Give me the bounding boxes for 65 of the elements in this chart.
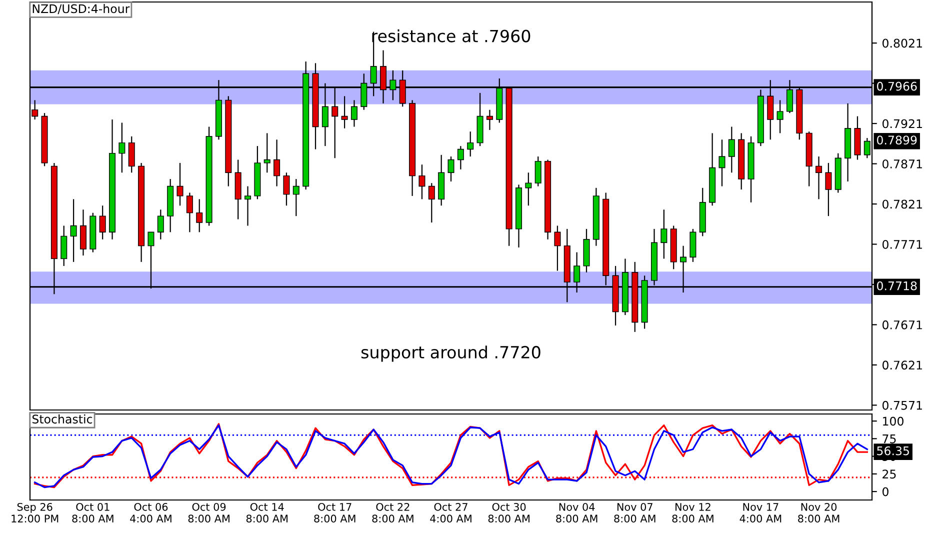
candlestick <box>350 100 358 128</box>
text: 0.7899 <box>876 136 917 145</box>
annotation: support around .7720 <box>361 346 540 362</box>
candlestick <box>467 131 474 158</box>
text: 56.35 <box>877 446 909 456</box>
x-tick-label: Oct 22 8:00 AM <box>372 502 414 523</box>
candlestick <box>816 156 822 200</box>
candlestick <box>186 192 193 233</box>
candlestick <box>457 145 464 170</box>
candlestick <box>60 225 68 267</box>
candlestick <box>264 132 270 174</box>
y-tick-label: 75 <box>882 434 896 444</box>
ref-line-label: 0.7966 <box>876 82 917 91</box>
y-tick-label: 0.7771 <box>882 240 922 249</box>
x-tick-label: Oct 30 8:00 AM <box>488 502 530 523</box>
candlestick <box>660 209 668 260</box>
candlestick <box>448 156 454 182</box>
y-tick-label: 0.7821 <box>882 200 922 209</box>
y-tick-label: 0.8021 <box>882 38 922 48</box>
candlestick <box>534 156 542 187</box>
y-tick-label: 0 <box>882 487 888 496</box>
y-tick-label: 0.7871 <box>882 159 922 168</box>
y-tick-label: 0.7671 <box>882 320 922 330</box>
x-tick-label: Oct 14 8:00 AM <box>246 502 288 523</box>
candlestick <box>428 182 435 224</box>
y-tick-label: 100 <box>883 416 904 426</box>
candlestick <box>274 139 280 187</box>
candlestick <box>70 198 77 262</box>
x-tick-label: Oct 17 8:00 AM <box>314 502 356 523</box>
candlestick <box>118 122 126 174</box>
candlestick <box>525 172 532 206</box>
candlestick <box>196 198 203 233</box>
candlestick <box>718 139 726 187</box>
candlestick <box>418 164 426 200</box>
chart-title: NZD/USD:4-hour <box>32 4 130 14</box>
y-tick-label: 25 <box>882 470 896 479</box>
candlestick <box>128 136 135 174</box>
x-tick-label: Nov 12 8:00 AM <box>672 502 714 523</box>
candlestick <box>728 126 735 174</box>
candlestick <box>283 172 290 206</box>
candlestick <box>176 162 184 206</box>
candlestick <box>341 96 348 129</box>
y-tick-label: 0.7921 <box>882 119 922 128</box>
chart-title: Stochastic <box>32 414 92 424</box>
y-tick-label: 0.7571 <box>882 400 922 410</box>
x-tick-label: Oct 01 8:00 AM <box>72 502 114 523</box>
x-tick-label: Oct 27 4:00 AM <box>430 502 472 523</box>
x-tick-label: Nov 20 8:00 AM <box>798 502 840 523</box>
candlestick <box>486 109 493 131</box>
x-tick-label: Nov 04 8:00 AM <box>556 502 598 523</box>
ref-line-label: 0.7718 <box>876 281 917 290</box>
candlestick <box>776 100 784 134</box>
candlestick <box>99 205 106 240</box>
candlestick <box>244 186 252 226</box>
candlestick <box>157 209 164 240</box>
x-tick-label: Oct 06 4:00 AM <box>130 502 172 523</box>
x-tick-label: Sep 26 12:00 PM <box>12 502 58 523</box>
y-tick-label: 0.7621 <box>882 360 922 370</box>
x-tick-label: Nov 17 4:00 AM <box>740 503 782 523</box>
x-tick-label: Nov 07 8:00 AM <box>614 502 656 523</box>
candlestick <box>825 162 832 217</box>
candlestick <box>292 178 300 217</box>
candlestick <box>80 209 86 256</box>
candlestick <box>554 225 561 272</box>
x-tick-label: Oct 09 8:00 AM <box>188 502 230 523</box>
